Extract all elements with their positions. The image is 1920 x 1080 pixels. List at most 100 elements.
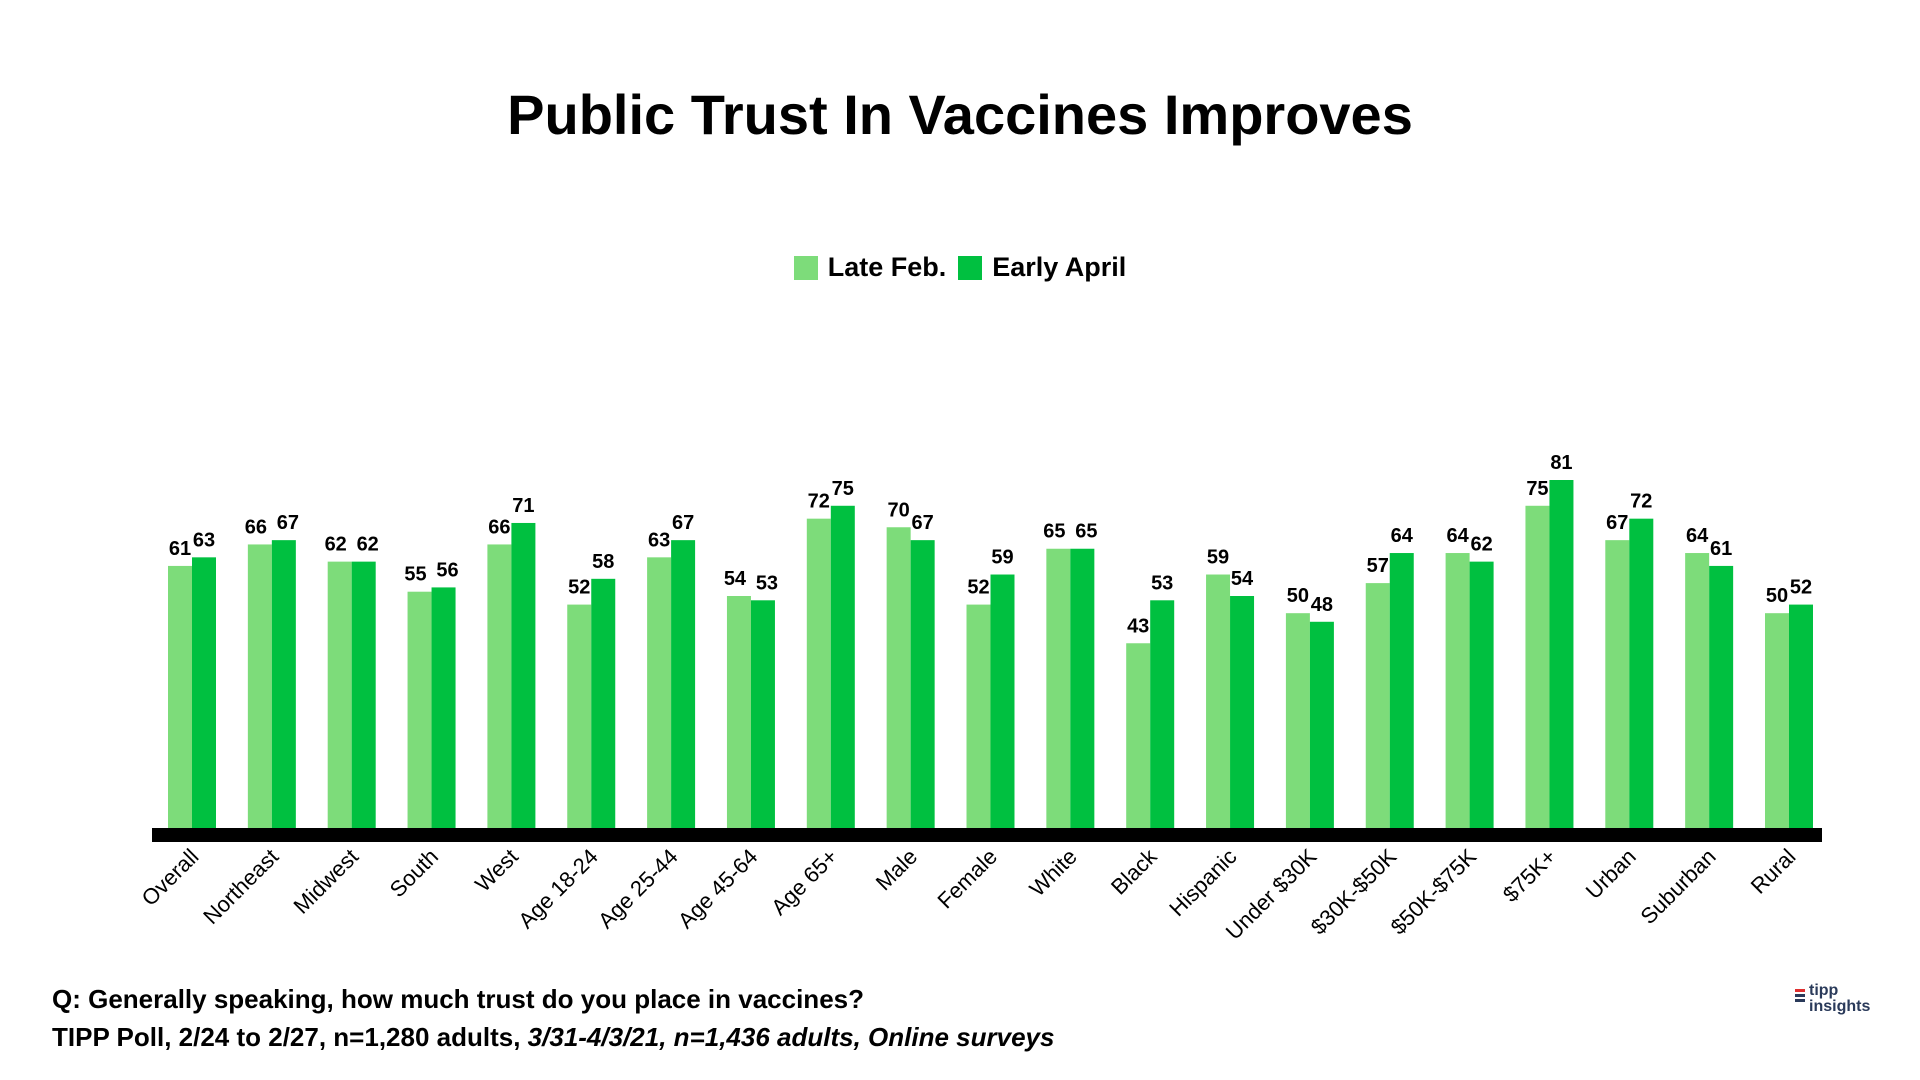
bar-early-april-age-18-24	[591, 578, 616, 828]
data-label-late-feb-northeast: 66	[245, 516, 267, 538]
chart-title: Public Trust In Vaccines Improves	[507, 83, 1413, 146]
category-label-age-18-24: Age 18-24	[513, 844, 602, 933]
x-axis-line	[152, 828, 1822, 842]
logo-word-insights: insights	[1809, 998, 1871, 1015]
bar-early-april-under-30k	[1309, 621, 1334, 828]
legend: Late Feb. Early April	[0, 252, 1920, 283]
category-label-white: White	[1024, 844, 1081, 901]
bar-late-feb-under-30k	[1285, 613, 1310, 828]
tipp-insights-logo: tipp insights	[1795, 983, 1870, 1015]
data-label-early-april-urban: 72	[1630, 491, 1652, 513]
legend-item-late-feb: Late Feb.	[793, 252, 946, 283]
data-label-late-feb-age-45-64: 54	[724, 568, 747, 590]
data-label-late-feb-rural: 50	[1766, 585, 1788, 607]
logo-word-tipp: tipp	[1809, 982, 1839, 999]
data-label-late-feb-female: 52	[967, 577, 989, 599]
bar-early-april-white	[1070, 548, 1095, 828]
category-label-west: West	[470, 844, 523, 897]
category-label-30k-50k: $30K-$50K	[1306, 844, 1402, 940]
data-label-early-april-white: 65	[1075, 521, 1097, 543]
bar-late-feb-male	[886, 527, 911, 828]
logo-wordmark: tipp insights	[1809, 983, 1870, 1015]
data-label-late-feb-50k-75k: 64	[1446, 525, 1469, 547]
bar-early-april-midwest	[351, 561, 376, 828]
data-label-early-april-suburban: 61	[1710, 538, 1732, 560]
bar-late-feb-age-18-24	[567, 604, 592, 828]
bar-late-feb-urban	[1605, 540, 1630, 828]
category-label-midwest: Midwest	[289, 844, 364, 919]
data-label-early-april-age-25-44: 67	[672, 512, 694, 534]
category-label-suburban: Suburban	[1636, 844, 1721, 929]
data-label-early-april-female: 59	[991, 547, 1013, 569]
bar-early-april-rural	[1789, 604, 1813, 828]
data-label-early-april-age-18-24: 58	[592, 551, 614, 573]
data-label-early-april-south: 56	[436, 559, 458, 581]
source-main: TIPP Poll, 2/24 to 2/27, n=1,280 adults,	[52, 1022, 528, 1052]
data-label-late-feb-age-18-24: 52	[568, 577, 590, 599]
logo-stripe	[1795, 999, 1805, 1002]
data-label-late-feb-south: 55	[404, 564, 426, 586]
data-label-late-feb-overall: 61	[169, 538, 191, 560]
legend-swatch-early-april	[958, 255, 983, 280]
logo-stripe	[1795, 994, 1805, 997]
data-label-late-feb-hispanic: 59	[1207, 547, 1229, 569]
bar-early-april-30k-50k	[1389, 553, 1414, 828]
bar-early-april-75k	[1549, 480, 1574, 828]
logo-stripe	[1795, 989, 1805, 992]
data-label-early-april-black: 53	[1151, 572, 1173, 594]
bar-late-feb-age-45-64	[726, 596, 751, 828]
bar-late-feb-age-25-44	[647, 557, 672, 828]
data-label-late-feb-age-25-44: 63	[648, 529, 670, 551]
data-label-late-feb-midwest: 62	[325, 534, 347, 556]
category-label-south: South	[385, 844, 443, 902]
data-label-early-april-overall: 63	[193, 529, 215, 551]
bar-late-feb-white	[1046, 548, 1071, 828]
bar-late-feb-female	[966, 604, 991, 828]
data-label-early-april-age-45-64: 53	[756, 572, 778, 594]
category-label-50k-75k: $50K-$75K	[1386, 844, 1482, 940]
data-label-early-april-northeast: 67	[277, 512, 299, 534]
bar-late-feb-rural	[1765, 613, 1789, 828]
source-italic: 3/31-4/3/21, n=1,436 adults, Online surv…	[527, 1022, 1055, 1052]
bar-late-feb-west	[487, 544, 512, 828]
bar-late-feb-50k-75k	[1445, 553, 1470, 828]
data-label-late-feb-age-65: 72	[808, 491, 830, 513]
category-label-male: Male	[871, 844, 922, 895]
data-label-late-feb-male: 70	[888, 499, 910, 521]
bar-late-feb-suburban	[1685, 553, 1710, 828]
bar-late-feb-overall	[168, 565, 192, 828]
data-label-late-feb-75k: 75	[1526, 478, 1548, 500]
bar-early-april-west	[511, 522, 536, 828]
bar-early-april-urban	[1629, 518, 1654, 828]
bar-late-feb-south	[407, 591, 432, 828]
data-label-early-april-under-30k: 48	[1311, 594, 1333, 616]
bar-late-feb-30k-50k	[1365, 583, 1390, 828]
bar-late-feb-northeast	[247, 544, 272, 828]
logo-mark-icon	[1795, 989, 1805, 1002]
data-label-early-april-75k: 81	[1550, 452, 1572, 474]
bar-early-april-female	[990, 574, 1015, 828]
legend-swatch-late-feb	[793, 255, 818, 280]
bar-early-april-50k-75k	[1469, 561, 1494, 828]
data-label-late-feb-west: 66	[488, 516, 510, 538]
category-label-female: Female	[932, 844, 1002, 914]
bar-early-april-male	[910, 540, 935, 828]
category-label-age-25-44: Age 25-44	[593, 844, 682, 933]
category-label-age-45-64: Age 45-64	[673, 844, 762, 933]
data-label-early-april-50k-75k: 62	[1470, 534, 1492, 556]
data-label-late-feb-black: 43	[1127, 615, 1149, 637]
legend-label-early-april: Early April	[992, 252, 1127, 282]
data-label-late-feb-urban: 67	[1606, 512, 1628, 534]
category-label-age-65: Age 65+	[766, 844, 842, 920]
bar-early-april-age-65	[830, 505, 855, 828]
legend-item-early-april: Early April	[958, 252, 1126, 283]
bar-late-feb-black	[1126, 643, 1151, 828]
bar-late-feb-midwest	[327, 561, 352, 828]
category-label-hispanic: Hispanic	[1164, 844, 1241, 921]
data-label-late-feb-30k-50k: 57	[1367, 555, 1389, 577]
bar-early-april-suburban	[1709, 565, 1734, 828]
data-label-early-april-male: 67	[912, 512, 934, 534]
bar-early-april-south	[431, 587, 456, 828]
bar-early-april-overall	[192, 557, 216, 828]
